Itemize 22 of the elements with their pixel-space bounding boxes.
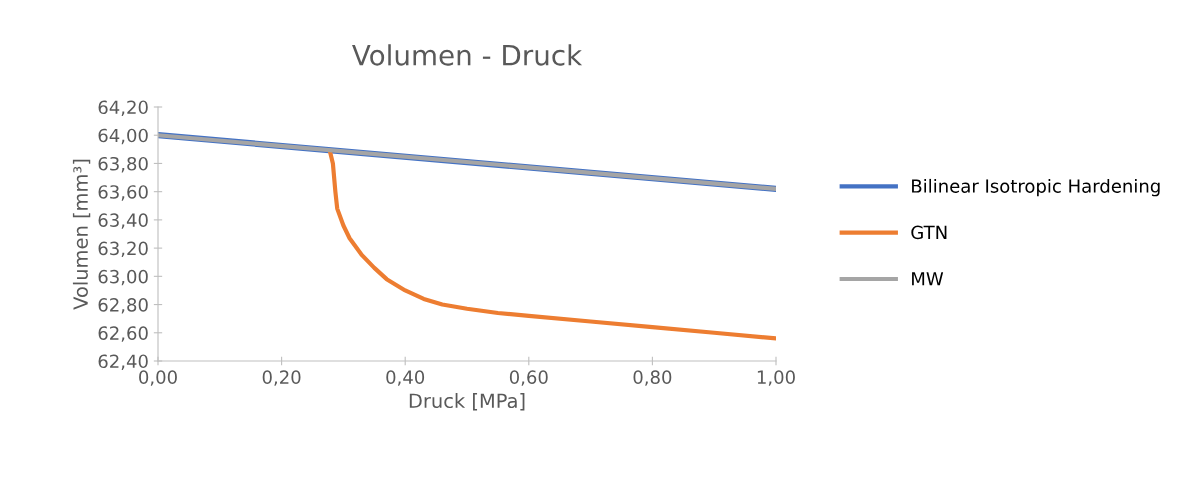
- y-tick-label: 63,60: [98, 185, 148, 201]
- y-tick-label: 64,20: [98, 100, 148, 116]
- x-axis-title: Druck [MPa]: [409, 393, 525, 411]
- y-tick-label: 64,00: [98, 128, 148, 145]
- legend-label: MW: [912, 272, 944, 286]
- x-tick-label: 0,80: [633, 370, 672, 386]
- y-tick-label: 62,60: [98, 326, 148, 342]
- y-tick-label: 63,00: [98, 269, 148, 286]
- x-tick-label: 0,60: [509, 370, 548, 386]
- y-tick-label: 63,80: [98, 156, 148, 173]
- x-tick-label: 0,20: [262, 370, 301, 386]
- y-tick-label: 62,40: [98, 354, 148, 370]
- y-axis-title: Volumen [mm³]: [72, 159, 91, 310]
- legend-label: Bilinear Isotropic Hardening: [912, 178, 1160, 197]
- x-tick-label: 0,40: [386, 370, 425, 386]
- x-tick-label: 0,00: [139, 370, 177, 386]
- chart-title: Volumen - Druck: [352, 44, 583, 66]
- x-tick-label: 1,00: [757, 370, 795, 386]
- y-tick-label: 63,20: [98, 241, 148, 258]
- legend-label: GTN: [911, 225, 947, 240]
- y-tick-label: 62,80: [98, 298, 148, 314]
- y-tick-label: 63,40: [98, 213, 148, 229]
